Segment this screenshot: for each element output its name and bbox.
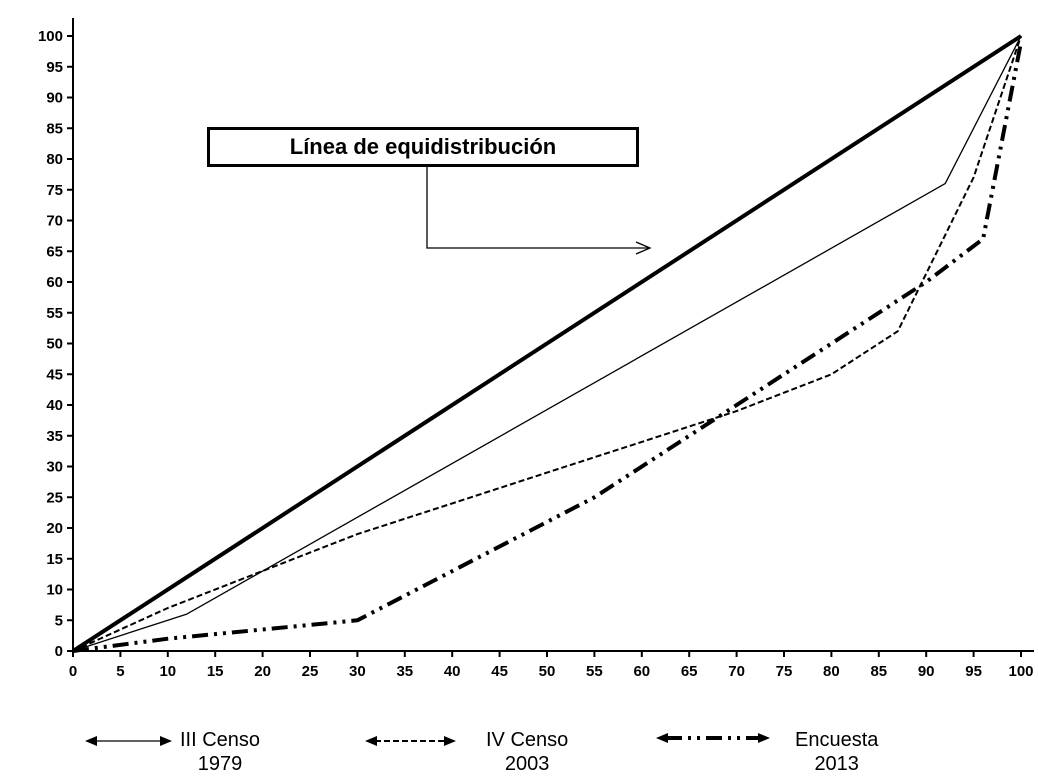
legend-label-2013-line1: Encuesta [795,729,879,751]
legend-label-2013-line2: 2013 [814,753,859,775]
annotation-equidistribution: Línea de equidistribución [207,127,639,167]
legend-sample-2013-arrow-left [656,733,668,743]
y-tick-label: 90 [46,90,63,107]
legend-samples [85,733,770,746]
legend-sample-2003-arrow-right [444,736,456,746]
y-tick-label: 0 [55,643,63,660]
legend-label-1979-line1: III Censo [180,729,261,751]
series-line-s1979 [72,35,1022,652]
y-tick-label: 5 [55,612,63,629]
x-tick-label: 100 [1008,663,1033,680]
y-tick-label: 35 [46,428,63,445]
y-tick-label: 70 [46,213,63,230]
series-line-s2013 [72,41,1023,653]
x-tick-label: 80 [823,663,840,680]
x-tick-label: 5 [116,663,124,680]
x-tick-label: 60 [633,663,650,680]
x-tick-label: 85 [870,663,887,680]
x-tick-label: 20 [254,663,271,680]
series-line-equi [71,34,1023,653]
chart-ticks: 0510152025303540455055606570758085909510… [38,28,1034,680]
y-tick-label: 20 [46,520,63,537]
y-tick-label: 30 [46,459,63,476]
legend-item-1979: III Censo 1979 [180,728,260,776]
x-tick-label: 40 [444,663,461,680]
x-tick-label: 75 [776,663,793,680]
legend-label-1979: III Censo 1979 [180,728,260,776]
x-tick-label: 45 [491,663,508,680]
legend-sample-1979-arrow-left [85,736,97,746]
legend-item-2003: IV Censo 2003 [486,728,568,776]
legend-label-2003-line2: 2003 [504,753,550,775]
y-tick-label: 55 [46,305,63,322]
legend-label-2003: IV Censo 2003 [486,728,568,776]
annotation-arrowhead [635,241,652,255]
legend-sample-2013-arrow-right [758,733,770,743]
legend-label-2003-line1: IV Censo [486,729,569,751]
x-tick-label: 30 [349,663,366,680]
x-tick-label: 70 [728,663,745,680]
y-tick-label: 65 [46,243,63,260]
y-tick-label: 95 [46,59,63,76]
y-tick-label: 80 [46,151,63,168]
chart-annotation-arrow [426,167,652,255]
x-tick-label: 50 [539,663,556,680]
y-tick-label: 100 [38,28,63,45]
chart-series [71,34,1023,653]
legend-sample-2003-arrow-left [365,736,377,746]
annotation-arrow-line [426,167,648,249]
x-tick-label: 90 [918,663,935,680]
x-tick-label: 55 [586,663,603,680]
y-tick-label: 25 [46,489,63,506]
x-tick-label: 25 [302,663,319,680]
legend-sample-1979-arrow-right [160,736,172,746]
y-tick-label: 40 [46,397,63,414]
legend-item-2013: Encuesta 2013 [795,728,878,776]
chart-axes [72,18,1034,652]
legend-label-2013: Encuesta 2013 [795,728,878,776]
y-tick-label: 15 [46,551,63,568]
y-tick-label: 60 [46,274,63,291]
x-tick-label: 0 [69,663,77,680]
x-tick-label: 95 [965,663,982,680]
x-tick-label: 35 [396,663,413,680]
y-tick-label: 75 [46,182,63,199]
y-tick-label: 45 [46,366,63,383]
x-tick-label: 15 [207,663,224,680]
legend-label-1979-line2: 1979 [197,753,243,775]
x-tick-label: 65 [681,663,698,680]
y-tick-label: 10 [46,582,63,599]
x-tick-label: 10 [159,663,176,680]
y-tick-label: 85 [46,120,63,137]
y-tick-label: 50 [46,336,63,353]
